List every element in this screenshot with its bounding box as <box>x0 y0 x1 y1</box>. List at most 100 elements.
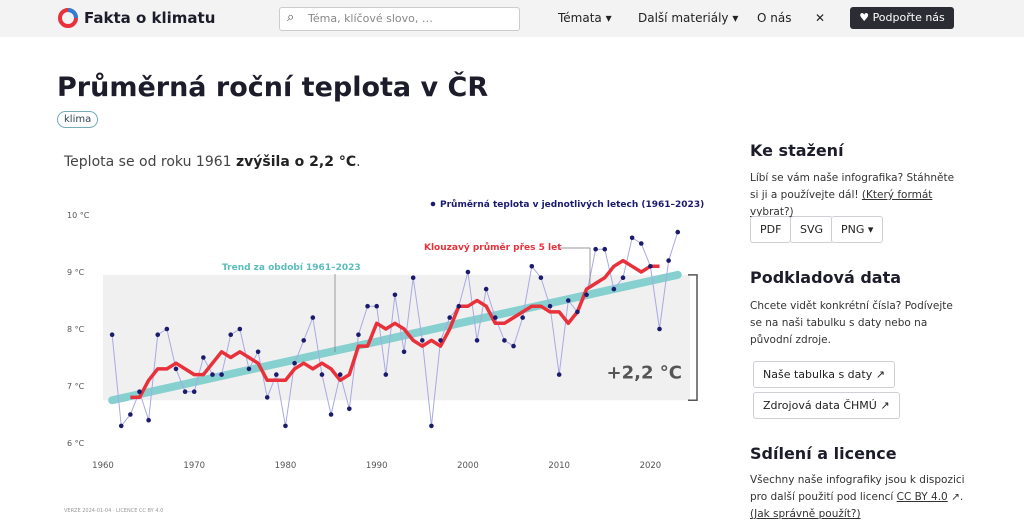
data-point <box>492 315 498 320</box>
y-tick-label: 6 °C <box>67 439 85 448</box>
data-point <box>465 269 471 275</box>
trend-range-bracket <box>688 274 698 401</box>
data-point <box>128 412 133 417</box>
download-button[interactable]: SVG <box>790 216 834 243</box>
data-point <box>264 395 270 400</box>
data-point <box>109 332 115 338</box>
data-point <box>547 303 553 309</box>
data-point <box>420 338 425 343</box>
x-tick-label: 1990 <box>366 461 388 471</box>
data-point <box>173 366 179 372</box>
link[interactable]: (Který formát vybrat?) <box>750 189 933 218</box>
data-point <box>438 338 443 343</box>
y-tick-label: 8 °C <box>67 325 85 334</box>
button-label: PNG <box>841 223 865 236</box>
data-point <box>228 332 234 338</box>
search-box[interactable] <box>279 7 520 31</box>
data-point <box>675 229 681 235</box>
data-point <box>410 275 416 281</box>
nav-item[interactable]: O nás <box>757 11 792 25</box>
data-point <box>474 338 480 343</box>
data-point <box>520 315 525 320</box>
subtitle-text: Teplota se od roku 1961 <box>63 154 232 170</box>
data-point <box>191 389 197 395</box>
data-point <box>538 275 544 281</box>
x-icon[interactable]: ✕ <box>815 11 826 25</box>
section-text: Chcete vidět konkrétní čísla? Podívejte … <box>750 300 953 346</box>
logo-text[interactable]: Fakta o klimatu <box>84 9 216 27</box>
x-tick-label: 1970 <box>183 461 205 471</box>
link[interactable]: (Jak správně použít?) <box>750 508 861 520</box>
data-point <box>210 372 215 377</box>
subtitle-emphasis: zvýšila o 2,2 °C <box>236 154 356 170</box>
data-point <box>201 355 206 360</box>
moving-average-line <box>130 258 660 400</box>
nav-item[interactable]: Další materiály ▾ <box>638 11 739 25</box>
data-point <box>118 423 124 429</box>
data-point <box>666 258 671 263</box>
button-label: Naše tabulka s daty <box>763 368 873 381</box>
legend-dot <box>430 201 436 207</box>
trend-annotation: +2,2 °C <box>607 362 682 383</box>
data-point <box>274 372 279 377</box>
data-point <box>155 332 161 338</box>
data-point <box>246 366 252 372</box>
y-tick-label: 10 °C <box>67 211 90 220</box>
data-point <box>347 406 352 412</box>
data-point <box>629 235 635 241</box>
data-point <box>483 286 489 292</box>
data-point <box>575 309 580 315</box>
data-point <box>401 349 407 355</box>
subtitle-end: . <box>356 154 360 170</box>
data-point <box>620 275 626 281</box>
y-tick-label: 7 °C <box>67 382 85 391</box>
data-point <box>502 338 507 343</box>
data-point <box>255 349 261 355</box>
section-heading: Ke stažení <box>750 141 844 160</box>
data-point <box>164 326 170 332</box>
data-point <box>310 315 316 320</box>
download-button[interactable]: PNG ▾ <box>831 216 884 243</box>
tag[interactable]: klima <box>57 111 99 128</box>
data-point <box>584 292 589 298</box>
nav-item[interactable]: Témata ▾ <box>558 11 612 25</box>
nav-label: Témata <box>558 11 602 25</box>
section-text: Líbí se vám naše infografika? Stáhněte s… <box>750 170 965 221</box>
legend-label: Trend za období 1961–2023 <box>222 263 361 273</box>
download-button[interactable]: PDF <box>750 216 792 243</box>
subtitle: Teplota se od roku 1961 zvýšila o 2,2 °C… <box>63 154 361 170</box>
data-point <box>602 246 608 252</box>
data-point <box>648 264 653 269</box>
data-point <box>365 303 370 309</box>
data-point <box>529 264 535 269</box>
data-point <box>137 389 142 395</box>
data-button[interactable]: Zdrojová data ČHMÚ ↗ <box>753 392 900 419</box>
section-text: Všechny naše infografiky jsou k dispozic… <box>750 474 965 520</box>
support-button[interactable]: ♥ Podpořte nás <box>850 7 954 29</box>
data-point <box>593 246 598 252</box>
legend-label: Klouzavý průměr přes 5 let <box>424 242 562 253</box>
legend-label: Průměrná teplota v jednotlivých letech (… <box>440 199 704 210</box>
x-tick-label: 1960 <box>92 461 114 471</box>
data-button[interactable]: Naše tabulka s daty ↗ <box>753 361 895 388</box>
nav-label: Další materiály <box>638 11 729 25</box>
data-point <box>219 372 224 377</box>
x-tick-label: 2020 <box>640 461 662 471</box>
data-point <box>292 360 297 366</box>
link[interactable]: CC BY 4.0 <box>896 491 948 503</box>
search-placeholder: Téma, klíčové slovo, … <box>308 12 433 25</box>
data-point <box>374 303 379 309</box>
logo-icon <box>58 8 78 28</box>
x-tick-label: 2000 <box>457 461 479 471</box>
data-point <box>638 241 644 246</box>
data-point <box>319 372 325 377</box>
page-title: Průměrná roční teplota v ČR <box>57 72 489 103</box>
data-point <box>657 326 662 332</box>
data-point <box>328 412 334 417</box>
data-point <box>556 372 562 377</box>
text: Líbí se vám naše infografika? Stáhněte s… <box>750 172 955 201</box>
data-point <box>565 298 571 303</box>
legend-pointer <box>560 247 591 285</box>
data-point <box>456 303 462 309</box>
data-point <box>511 343 516 349</box>
